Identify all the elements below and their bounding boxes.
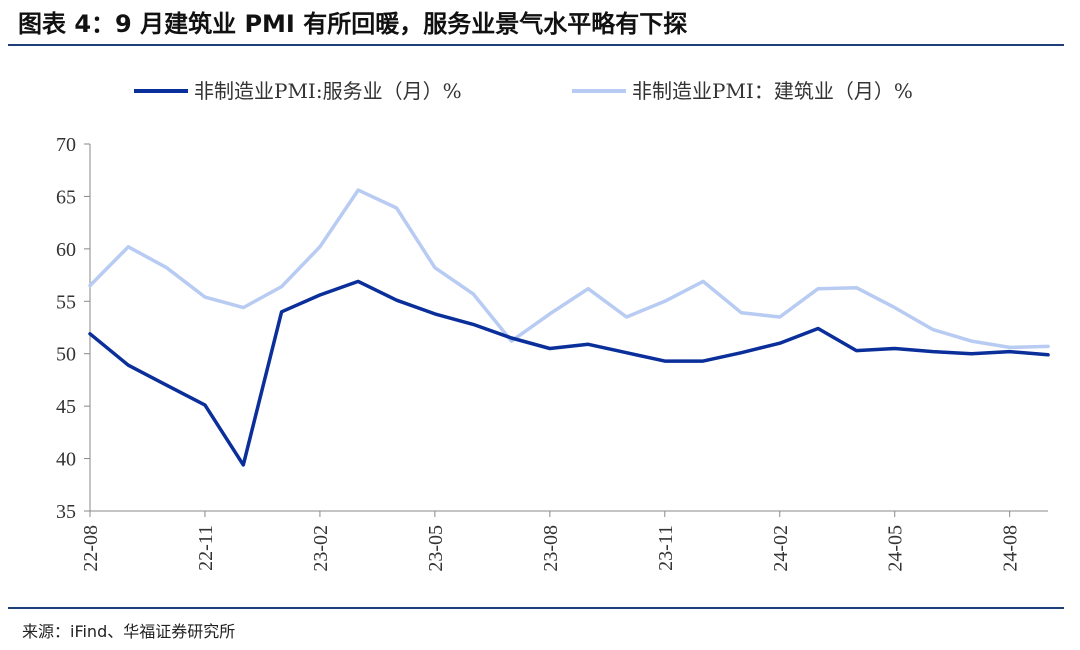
x-tick-label: 23-05 xyxy=(425,525,447,572)
chart-title: 图表 4：9 月建筑业 PMI 有所回暖，服务业景气水平略有下探 xyxy=(18,10,688,38)
x-tick-label: 23-11 xyxy=(655,525,677,571)
x-axis: 22-08 22-11 23-02 23-05 23-08 23-11 24-02 24-05… xyxy=(80,511,1022,572)
y-tick-label: 45 xyxy=(56,396,76,418)
series-lines xyxy=(88,188,1050,467)
x-tick-label: 23-02 xyxy=(310,525,332,572)
y-tick-label: 55 xyxy=(56,291,76,313)
source-note: 来源：iFind、华福证券研究所 xyxy=(22,622,236,641)
y-tick-label: 35 xyxy=(56,501,76,523)
legend-label-0: 非制造业PMI:服务业（月）% xyxy=(194,79,462,103)
y-tick-label: 65 xyxy=(56,186,76,208)
y-tick-label: 70 xyxy=(56,134,76,156)
x-tick-label: 24-02 xyxy=(770,525,792,572)
x-tick-label: 23-08 xyxy=(540,525,562,572)
y-tick-label: 40 xyxy=(56,449,76,471)
legend-label-1: 非制造业PMI：建筑业（月）% xyxy=(632,79,913,103)
title-divider xyxy=(8,44,1064,46)
x-tick-label: 22-11 xyxy=(195,525,217,571)
y-axis: 35 40 45 50 55 60 65 70 xyxy=(56,134,90,523)
x-tick-label: 22-08 xyxy=(80,525,102,572)
source-divider xyxy=(8,607,1064,609)
y-tick-label: 60 xyxy=(56,239,76,261)
line-chart: 非制造业PMI:服务业（月）% 非制造业PMI：建筑业（月）% 35 40 45 50 5… xyxy=(56,79,1050,572)
legend: 非制造业PMI:服务业（月）% 非制造业PMI：建筑业（月）% xyxy=(134,79,913,103)
x-tick-label: 24-08 xyxy=(1000,525,1022,572)
series-line-0 xyxy=(88,279,1050,467)
plot-area xyxy=(89,144,1048,512)
series-line-1 xyxy=(88,188,1050,350)
x-tick-label: 24-05 xyxy=(885,525,907,572)
y-tick-label: 50 xyxy=(56,344,76,366)
